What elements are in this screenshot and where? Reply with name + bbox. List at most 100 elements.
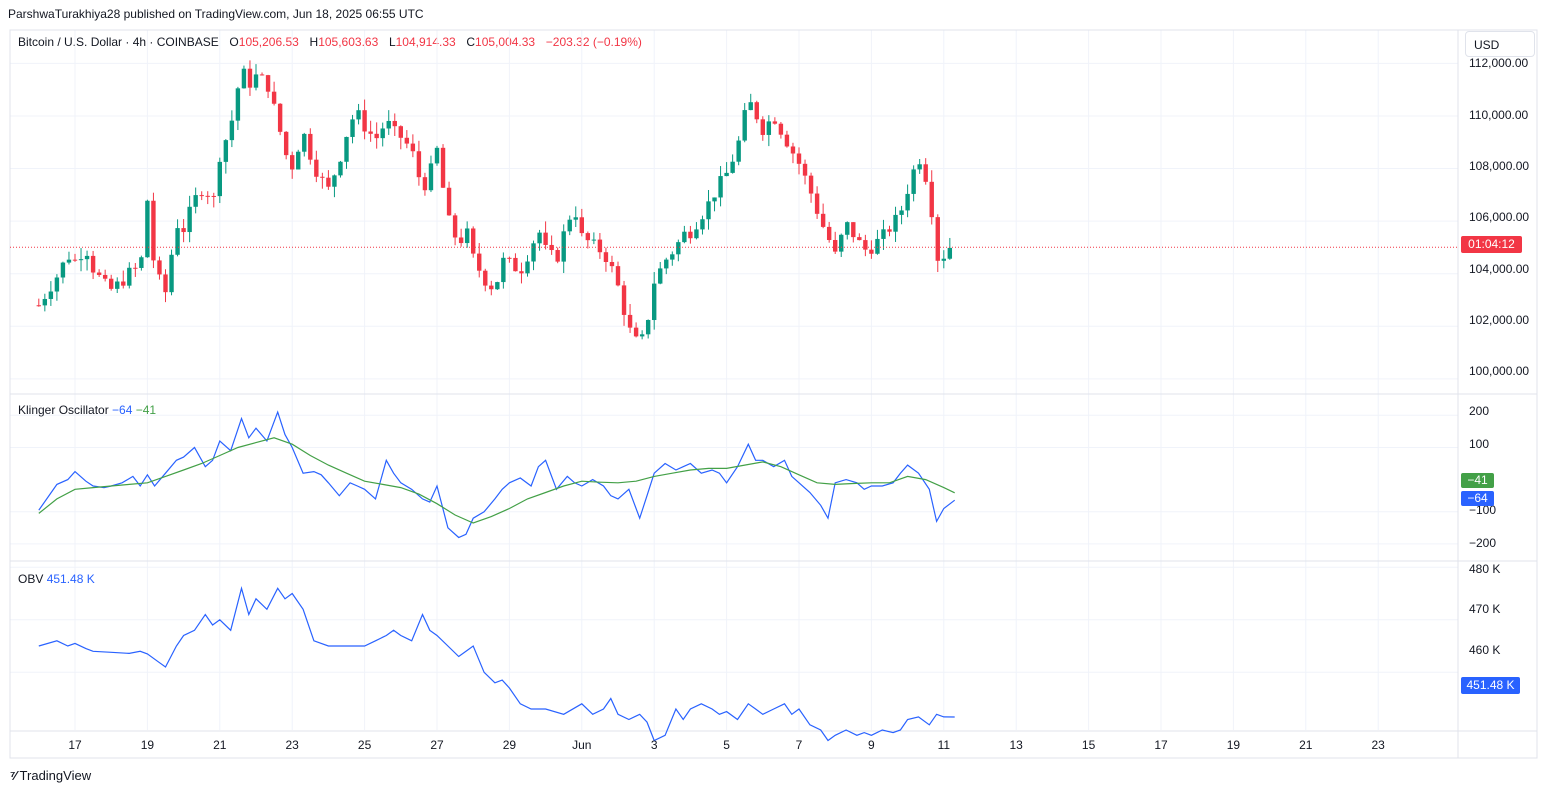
candle-down [754, 102, 759, 120]
candle-up [694, 229, 699, 239]
candle-up [139, 257, 144, 268]
candle-up [639, 334, 645, 337]
candle-down [247, 68, 253, 88]
candle-down [374, 133, 379, 139]
time-tick: 13 [1009, 738, 1023, 752]
candle-down [410, 143, 416, 152]
candle-up [175, 228, 180, 255]
candle-up [495, 282, 500, 290]
time-tick: 9 [868, 738, 875, 752]
klinger-lines [38, 410, 956, 539]
candle-up [302, 133, 307, 152]
open-label: O [229, 35, 239, 49]
candle-up [718, 176, 723, 198]
candle-down [181, 228, 186, 233]
candle-up [845, 222, 850, 235]
candle-down [543, 232, 548, 245]
candle-up [54, 277, 60, 292]
candle-up [875, 238, 880, 254]
candle-up [645, 320, 651, 335]
candle-up [241, 68, 247, 89]
candle-up [742, 110, 747, 141]
candle-down [362, 110, 367, 132]
brand-name: TradingView [19, 768, 92, 783]
candle-down [458, 237, 464, 244]
candle-down [851, 222, 856, 238]
time-tick: 23 [285, 738, 299, 752]
candle-down [96, 272, 102, 275]
candle-down [320, 176, 325, 178]
candle-down [72, 259, 78, 261]
price-tick: 100,000.00 [1469, 364, 1530, 378]
candle-up [428, 163, 434, 191]
candle-down [784, 134, 790, 147]
candle-down [151, 200, 156, 261]
candle-up [169, 254, 174, 293]
price-tick: 104,000.00 [1469, 262, 1530, 276]
candle-down [603, 252, 609, 262]
price-tick: 106,000.00 [1469, 210, 1530, 224]
candle-up [573, 217, 578, 220]
klinger-signal: −41 [135, 403, 157, 417]
candle-down [790, 146, 796, 154]
candle-down [808, 175, 814, 194]
time-tick: 15 [1081, 738, 1096, 752]
candle-down [814, 193, 820, 214]
candle-down [290, 155, 295, 170]
candle-down [633, 327, 639, 337]
candle-down [772, 121, 778, 124]
obv-tick: 460 K [1469, 643, 1501, 657]
candle-up [145, 200, 150, 258]
candle-down [277, 103, 283, 132]
candle-down [549, 244, 554, 251]
candle-up [941, 258, 946, 261]
candle-down [857, 237, 862, 241]
candle-up [187, 206, 192, 233]
candle-up [356, 110, 361, 120]
candle-down [271, 91, 277, 104]
candle-up [42, 298, 48, 306]
candle-up [917, 164, 922, 170]
candle-up [78, 259, 84, 261]
candle-down [796, 153, 802, 164]
candle-up [591, 239, 597, 241]
candle-down [471, 228, 476, 254]
candle-down [923, 164, 928, 182]
currency-button[interactable]: USD [1465, 31, 1535, 57]
candle-down [477, 253, 482, 271]
obv-legend: OBV 451.48 K [18, 572, 95, 586]
candle-down [802, 163, 808, 176]
candle-up [664, 259, 669, 269]
candle-down [416, 151, 422, 178]
candle-down [404, 137, 410, 144]
candle-up [48, 291, 54, 299]
klinger-value: −64 [112, 403, 133, 417]
candle-down [778, 123, 784, 135]
candle-up [296, 151, 301, 170]
obv-value: 451.48 K [46, 572, 95, 586]
candle-up [84, 255, 90, 260]
time-tick: 7 [795, 738, 803, 752]
tradingview-mark-icon: ⁷⁄ [10, 768, 16, 783]
candle-down [308, 133, 313, 160]
obv-name: OBV [18, 572, 44, 586]
candle-down [163, 274, 168, 293]
time-tick: 19 [1226, 738, 1241, 752]
candle-down [368, 131, 373, 134]
candle-up [464, 228, 470, 244]
candle-down [259, 74, 265, 76]
time-tick: 23 [1371, 738, 1385, 752]
candle-down [121, 281, 126, 286]
time-tick: 25 [357, 738, 372, 752]
time-tick: 27 [430, 738, 444, 752]
candle-up [766, 121, 772, 135]
tradingview-logo[interactable]: ⁷⁄ TradingView [10, 768, 91, 783]
symbol-name: Bitcoin / U.S. Dollar · 4h · COINBASE [18, 35, 219, 49]
price-tick: 102,000.00 [1469, 313, 1530, 327]
time-tick: 29 [502, 738, 517, 752]
candle-down [109, 278, 114, 289]
candle-down [929, 181, 934, 218]
candle-up [730, 161, 735, 173]
candle-down [199, 195, 204, 197]
